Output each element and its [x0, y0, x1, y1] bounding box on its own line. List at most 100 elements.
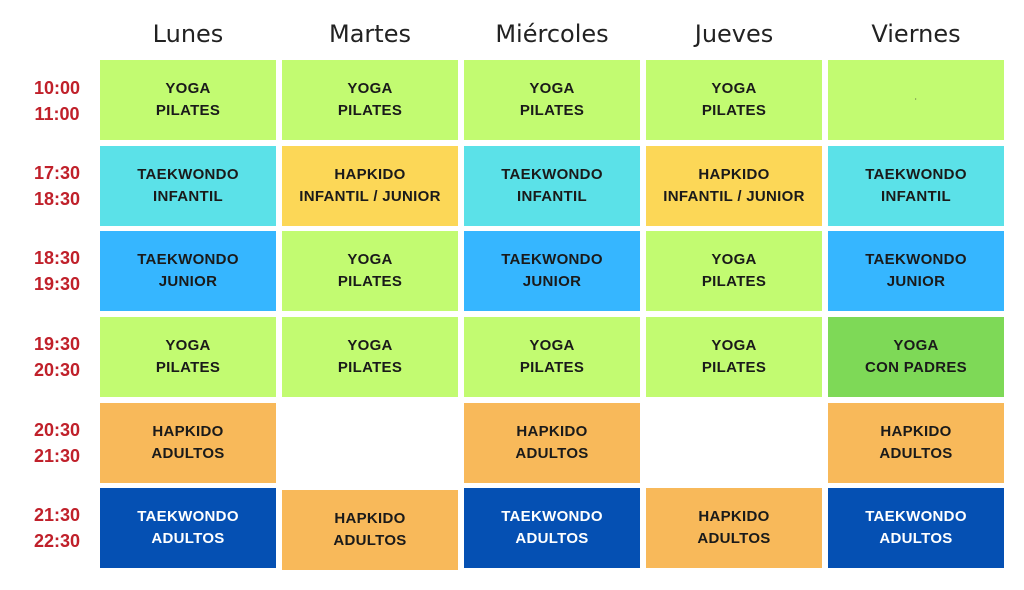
class-cell: TAEKWONDO ADULTOS — [828, 488, 1004, 568]
class-cell: YOGA PILATES — [646, 317, 822, 397]
class-cell: TAEKWONDO JUNIOR — [100, 231, 276, 311]
class-name: TAEKWONDO — [137, 508, 239, 525]
class-cell: YOGA PILATES — [464, 60, 640, 140]
time-end: 20:30 — [33, 360, 81, 380]
class-cell: TAEKWONDO ADULTOS — [464, 488, 640, 568]
class-cell: HAPKIDO ADULTOS — [828, 403, 1004, 483]
class-name: HAPKIDO — [698, 166, 770, 183]
time-slot-1: 10:00 11:00 — [18, 75, 96, 127]
time-start: 18:30 — [33, 248, 81, 268]
class-cell: TAEKWONDO INFANTIL — [100, 146, 276, 226]
class-name: YOGA — [347, 80, 393, 97]
class-detail: PILATES — [337, 273, 403, 290]
class-cell: HAPKIDO ADULTOS — [464, 403, 640, 483]
day-header-miercoles: Miércoles — [495, 20, 609, 48]
class-name: YOGA — [529, 80, 575, 97]
class-detail: INFANTIL / JUNIOR — [663, 188, 805, 205]
time-slot-5: 20:30 21:30 — [18, 417, 96, 469]
class-cell: HAPKIDO ADULTOS — [100, 403, 276, 483]
time-slot-2: 17:30 18:30 — [18, 160, 96, 212]
time-end: 18:30 — [33, 189, 81, 209]
class-name: TAEKWONDO — [501, 251, 603, 268]
class-detail: INFANTIL — [153, 188, 223, 205]
class-cell-empty: · — [828, 60, 1004, 140]
class-detail: ADULTOS — [333, 532, 407, 549]
class-detail: ADULTOS — [697, 530, 771, 547]
class-name: YOGA — [711, 251, 757, 268]
class-name: HAPKIDO — [516, 423, 588, 440]
class-cell: YOGA CON PADRES — [828, 317, 1004, 397]
class-cell: YOGA PILATES — [100, 60, 276, 140]
time-end: 22:30 — [33, 531, 81, 551]
class-cell: HAPKIDO ADULTOS — [282, 490, 458, 570]
day-header-viernes: Viernes — [871, 20, 961, 48]
class-name: HAPKIDO — [334, 166, 406, 183]
class-detail: ADULTOS — [151, 445, 225, 462]
class-detail: JUNIOR — [886, 273, 946, 290]
class-cell: TAEKWONDO INFANTIL — [828, 146, 1004, 226]
time-end: 21:30 — [33, 446, 81, 466]
class-name: TAEKWONDO — [137, 166, 239, 183]
time-slot-4: 19:30 20:30 — [18, 331, 96, 383]
class-cell-empty — [282, 403, 458, 483]
class-name: HAPKIDO — [698, 508, 770, 525]
class-detail: ADULTOS — [515, 530, 589, 547]
class-name: TAEKWONDO — [865, 166, 967, 183]
class-name: TAEKWONDO — [137, 251, 239, 268]
time-slot-3: 18:30 19:30 — [18, 245, 96, 297]
class-detail: PILATES — [155, 102, 221, 119]
class-name: HAPKIDO — [152, 423, 224, 440]
class-detail: PILATES — [337, 102, 403, 119]
class-cell: HAPKIDO INFANTIL / JUNIOR — [282, 146, 458, 226]
class-cell: YOGA PILATES — [282, 60, 458, 140]
day-header-martes: Martes — [329, 20, 411, 48]
time-start: 19:30 — [33, 334, 81, 354]
class-name: YOGA — [347, 337, 393, 354]
class-name: TAEKWONDO — [501, 166, 603, 183]
class-cell-empty — [646, 403, 822, 483]
class-detail: ADULTOS — [515, 445, 589, 462]
time-slot-6: 21:30 22:30 — [18, 502, 96, 554]
class-name: YOGA — [711, 80, 757, 97]
class-detail: PILATES — [701, 273, 767, 290]
class-cell: HAPKIDO ADULTOS — [646, 488, 822, 568]
class-detail: PILATES — [337, 359, 403, 376]
class-name: TAEKWONDO — [865, 251, 967, 268]
time-start: 17:30 — [33, 163, 81, 183]
class-name: HAPKIDO — [334, 510, 406, 527]
time-start: 21:30 — [33, 505, 81, 525]
class-name: YOGA — [165, 337, 211, 354]
class-cell: YOGA PILATES — [464, 317, 640, 397]
class-name: HAPKIDO — [880, 423, 952, 440]
class-detail: ADULTOS — [879, 530, 953, 547]
class-detail: PILATES — [155, 359, 221, 376]
class-detail: ADULTOS — [879, 445, 953, 462]
class-detail: CON PADRES — [865, 359, 967, 376]
class-cell: TAEKWONDO INFANTIL — [464, 146, 640, 226]
class-name: TAEKWONDO — [865, 508, 967, 525]
class-detail: INFANTIL — [881, 188, 951, 205]
class-cell: YOGA PILATES — [646, 60, 822, 140]
day-header-jueves: Jueves — [694, 20, 774, 48]
class-name: TAEKWONDO — [501, 508, 603, 525]
dot-mark: · — [914, 97, 918, 103]
class-name: YOGA — [529, 337, 575, 354]
class-detail: PILATES — [519, 102, 585, 119]
class-cell: YOGA PILATES — [282, 231, 458, 311]
class-cell: TAEKWONDO JUNIOR — [828, 231, 1004, 311]
class-name: YOGA — [347, 251, 393, 268]
time-end: 19:30 — [33, 274, 81, 294]
class-detail: ADULTOS — [151, 530, 225, 547]
class-detail: INFANTIL / JUNIOR — [299, 188, 441, 205]
class-detail: JUNIOR — [522, 273, 582, 290]
class-detail: JUNIOR — [158, 273, 218, 290]
class-cell: YOGA PILATES — [646, 231, 822, 311]
class-detail: PILATES — [701, 359, 767, 376]
class-cell: TAEKWONDO ADULTOS — [100, 488, 276, 568]
time-end: 11:00 — [34, 104, 80, 124]
class-detail: INFANTIL — [517, 188, 587, 205]
time-start: 20:30 — [33, 420, 81, 440]
class-name: YOGA — [711, 337, 757, 354]
class-name: YOGA — [165, 80, 211, 97]
day-header-lunes: Lunes — [152, 20, 224, 48]
